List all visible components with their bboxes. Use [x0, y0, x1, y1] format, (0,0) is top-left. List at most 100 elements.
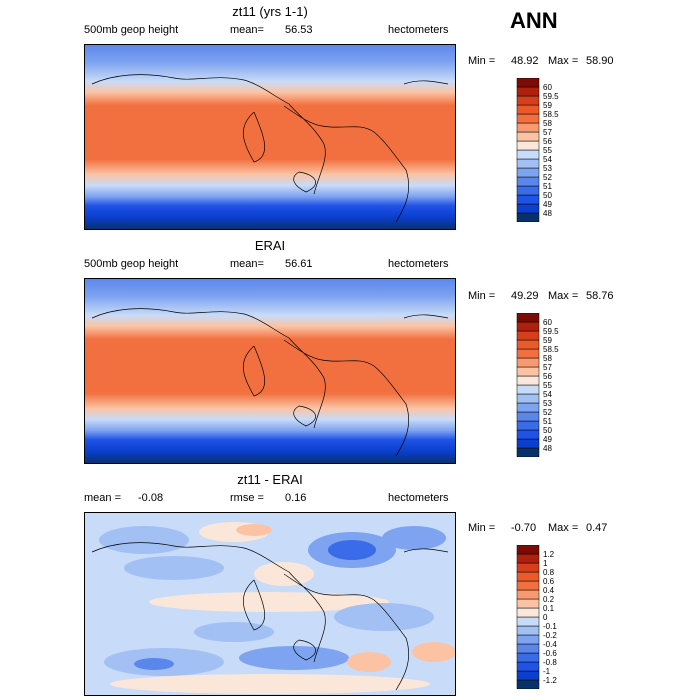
panel3-min-value: -0.70: [511, 522, 537, 534]
panel1-mean-label: mean=: [230, 24, 264, 36]
colorbar-swatch: [516, 321, 540, 332]
panel3-colorbar: -1.2-1-0.8-0.6-0.4-0.2-0.100.10.20.40.60…: [516, 545, 557, 689]
colorbar-swatch: [516, 634, 540, 645]
colorbar-swatch: [516, 78, 540, 88]
panel2-max-label: Max =: [548, 290, 579, 302]
colorbar-swatch: [516, 194, 540, 205]
colorbar-tick-label: 58: [543, 119, 552, 128]
colorbar-tick-label: -0.1: [543, 622, 557, 631]
colorbar-tick-label: 59: [543, 336, 552, 345]
panel1-map: [84, 44, 456, 230]
colorbar-tick-label: -1: [543, 667, 551, 676]
panel3-rmse-label: rmse =: [230, 492, 264, 504]
colorbar-tick-label: 56: [543, 137, 552, 146]
colorbar-swatch: [516, 339, 540, 350]
colorbar-tick-label: 54: [543, 390, 552, 399]
colorbar-tick-label: 56: [543, 372, 552, 381]
colorbar-swatch: [516, 357, 540, 368]
panel1-coastlines: [91, 74, 449, 223]
panel2-frame: [84, 278, 456, 464]
panel2-field: [84, 278, 456, 464]
colorbar-tick-label: 59.5: [543, 327, 559, 336]
colorbar-swatch: [516, 545, 540, 555]
panel3-title: zt11 - ERAI: [237, 472, 303, 487]
panel3-max-value: 0.47: [586, 522, 608, 534]
panel1-variable-label: 500mb geop height: [84, 24, 179, 36]
panel2-title: ERAI: [254, 238, 286, 253]
colorbar-tick-label: 0.2: [543, 595, 555, 604]
colorbar-tick-label: 52: [543, 173, 552, 182]
colorbar-tick-label: 59.5: [543, 92, 559, 101]
panel3-mean-value: -0.08: [138, 492, 164, 504]
colorbar-swatch: [516, 149, 540, 160]
colorbar-tick-label: -0.2: [543, 631, 557, 640]
colorbar-tick-label: 51: [543, 182, 552, 191]
colorbar-tick-label: 60: [543, 318, 552, 327]
colorbar-swatch: [516, 580, 540, 591]
season-label: ANN: [510, 8, 558, 33]
panel3-rmse-value: 0.16: [285, 492, 307, 504]
colorbar-swatch: [516, 185, 540, 196]
panel1-field: [84, 44, 456, 230]
colorbar-tick-label: 0: [543, 613, 548, 622]
panel1-max-value: 58.90: [586, 55, 614, 67]
colorbar-swatch: [516, 167, 540, 178]
colorbar-tick-label: 0.4: [543, 586, 555, 595]
colorbar-tick-label: 57: [543, 128, 552, 137]
panel3-mean-label: mean =: [84, 492, 121, 504]
panel3-anomalies: [99, 522, 456, 694]
colorbar-tick-label: 50: [543, 191, 552, 200]
colorbar-swatch: [516, 607, 540, 618]
colorbar-swatch: [516, 348, 540, 359]
colorbar-tick-label: 0.8: [543, 568, 555, 577]
colorbar-swatch: [516, 203, 540, 214]
colorbar-swatch: [516, 652, 540, 663]
colorbar-swatch: [516, 438, 540, 449]
colorbar-swatch: [516, 313, 540, 323]
panel2-mean-value: 56.61: [285, 258, 313, 270]
colorbar-swatch: [516, 447, 540, 457]
colorbar-tick-label: 55: [543, 381, 552, 390]
colorbar-swatch: [516, 330, 540, 341]
colorbar-tick-label: 48: [543, 444, 552, 453]
panel2-coastlines: [91, 308, 449, 457]
colorbar-swatch: [516, 670, 540, 681]
colorbar-swatch: [516, 176, 540, 187]
panel1-mean-value: 56.53: [285, 24, 313, 36]
colorbar-tick-label: 53: [543, 164, 552, 173]
panel1-title: zt11 (yrs 1-1): [232, 4, 308, 19]
colorbar-tick-label: 52: [543, 408, 552, 417]
colorbar-swatch: [516, 661, 540, 672]
colorbar-swatch: [516, 375, 540, 386]
panel2-mean-label: mean=: [230, 258, 264, 270]
colorbar-swatch: [516, 562, 540, 573]
colorbar-swatch: [516, 140, 540, 151]
colorbar-swatch: [516, 411, 540, 422]
colorbar-tick-label: 0.1: [543, 604, 555, 613]
panel2-map: [84, 278, 456, 464]
colorbar-tick-label: 55: [543, 146, 552, 155]
panel1-min-label: Min =: [468, 55, 496, 67]
colorbar-swatch: [516, 104, 540, 115]
colorbar-swatch: [516, 429, 540, 440]
colorbar-swatch: [516, 643, 540, 654]
colorbar-swatch: [516, 616, 540, 627]
colorbar-tick-label: 1.2: [543, 550, 555, 559]
colorbar-swatch: [516, 598, 540, 609]
colorbar-swatch: [516, 625, 540, 636]
colorbar-tick-label: 49: [543, 435, 552, 444]
colorbar-swatch: [516, 95, 540, 106]
colorbar-tick-label: 50: [543, 426, 552, 435]
panel3-map: [84, 512, 456, 696]
panel3-max-label: Max =: [548, 522, 579, 534]
colorbar-tick-label: 51: [543, 417, 552, 426]
panel2-variable-label: 500mb geop height: [84, 258, 179, 270]
panel2-units: hectometers: [388, 258, 449, 270]
panel2-max-value: 58.76: [586, 290, 614, 302]
panel1-max-label: Max =: [548, 55, 579, 67]
colorbar-swatch: [516, 571, 540, 582]
panel3-min-label: Min =: [468, 522, 496, 534]
colorbar-tick-label: -0.6: [543, 649, 557, 658]
colorbar-swatch: [516, 589, 540, 600]
